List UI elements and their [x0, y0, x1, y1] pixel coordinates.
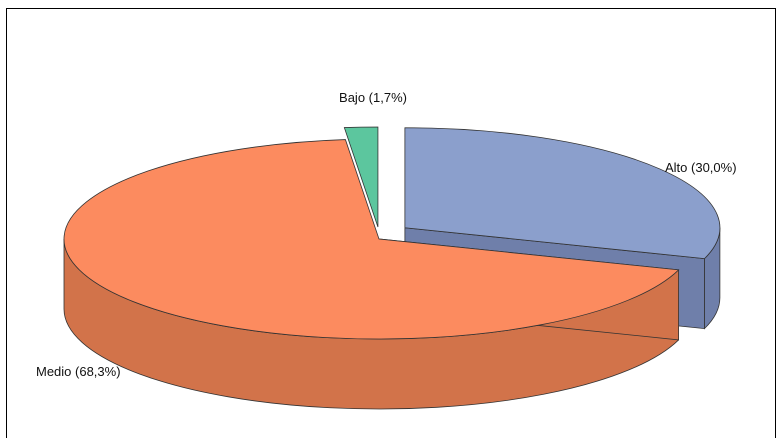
slice-label-alto: Alto (30,0%) [665, 160, 737, 175]
pie-labels-layer: Alto (30,0%) Medio (68,3%) Bajo (1,7%) [36, 90, 737, 379]
pie-slice-medio [63, 139, 680, 340]
pie-slices-layer [63, 126, 721, 410]
pie-slice-alto [404, 127, 721, 260]
chart-frame: Alto (30,0%) Medio (68,3%) Bajo (1,7%) [6, 8, 776, 438]
pie-slice-bajo [343, 126, 379, 228]
slice-label-medio: Medio (68,3%) [36, 364, 121, 379]
pie-chart: Alto (30,0%) Medio (68,3%) Bajo (1,7%) [36, 90, 737, 410]
slice-label-bajo: Bajo (1,7%) [339, 90, 407, 105]
